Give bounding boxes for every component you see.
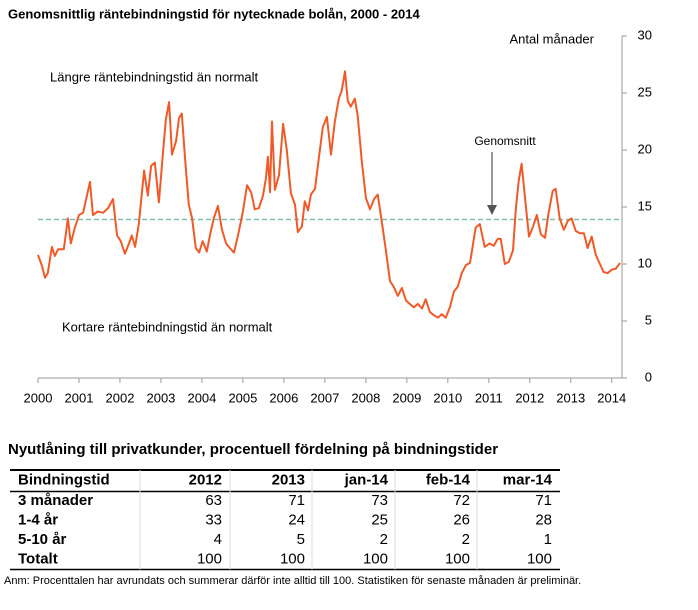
table-cell: 100 (280, 551, 305, 568)
x-tick-label: 2007 (310, 390, 339, 405)
x-tick-label: 2012 (515, 390, 544, 405)
row-label: 3 månader (18, 492, 93, 509)
table-cell: 100 (197, 551, 222, 568)
x-tick-label: 2009 (392, 390, 421, 405)
x-tick-label: 2008 (351, 390, 380, 405)
table-title: Nyutlåning till privatkunder, procentuel… (8, 441, 498, 458)
data-line (37, 70, 621, 319)
x-tick-label: 2003 (146, 390, 175, 405)
column-header: mar-14 (503, 472, 553, 489)
column-header: 2012 (189, 472, 222, 489)
table-cell: 5 (297, 531, 305, 548)
annotation: Längre räntebindningstid än normalt (50, 69, 259, 84)
annotation: Kortare räntebindningstid än normalt (62, 319, 273, 334)
arrow-head (487, 205, 497, 215)
column-header: jan-14 (344, 472, 389, 489)
x-tick-label: 2004 (187, 390, 216, 405)
table-cell: 28 (535, 512, 552, 529)
y-tick-label: 0 (645, 369, 652, 384)
x-tick-label: 2001 (65, 390, 94, 405)
table-cell: 26 (453, 512, 470, 529)
row-label: 5-10 år (18, 531, 67, 548)
y-tick-label: 20 (638, 141, 652, 156)
y-tick-label: 10 (638, 255, 652, 270)
x-tick-label: 2011 (475, 390, 503, 405)
note: Anm: Procenttalen har avrundats och summ… (4, 575, 581, 587)
x-tick-label: 2002 (106, 390, 135, 405)
table-cell: 2 (380, 531, 388, 548)
y-tick-label: 25 (638, 84, 652, 99)
x-tick-label: 2006 (269, 390, 298, 405)
table-cell: 71 (535, 492, 552, 509)
y-tick-label: 30 (638, 27, 652, 42)
y-tick-label: 5 (645, 312, 652, 327)
y-tick-label: 15 (638, 198, 652, 213)
x-tick-label: 2013 (556, 390, 585, 405)
column-header: 2013 (272, 472, 305, 489)
table-cell: 25 (371, 512, 388, 529)
y-axis-label: Antal månader (509, 31, 594, 46)
column-header: Bindningstid (18, 472, 110, 489)
column-header: feb-14 (426, 472, 471, 489)
x-tick-label: 2005 (228, 390, 257, 405)
table-cell: 63 (205, 492, 222, 509)
table-cell: 73 (371, 492, 388, 509)
table-cell: 4 (214, 531, 222, 548)
row-label: Totalt (18, 551, 58, 568)
table-cell: 100 (527, 551, 552, 568)
annotation: Genomsnitt (474, 134, 536, 148)
table-cell: 72 (453, 492, 470, 509)
x-tick-label: 2014 (597, 390, 626, 405)
table-cell: 100 (363, 551, 388, 568)
x-tick-label: 2000 (24, 390, 53, 405)
table-cell: 24 (288, 512, 305, 529)
table-cell: 71 (288, 492, 305, 509)
chart-title: Genomsnittlig räntebindningstid för nyte… (8, 6, 421, 21)
table-cell: 2 (462, 531, 470, 548)
table-cell: 100 (445, 551, 470, 568)
x-tick-label: 2010 (433, 390, 462, 405)
table-cell: 33 (205, 512, 222, 529)
table-cell: 1 (544, 531, 552, 548)
row-label: 1-4 år (18, 512, 58, 529)
